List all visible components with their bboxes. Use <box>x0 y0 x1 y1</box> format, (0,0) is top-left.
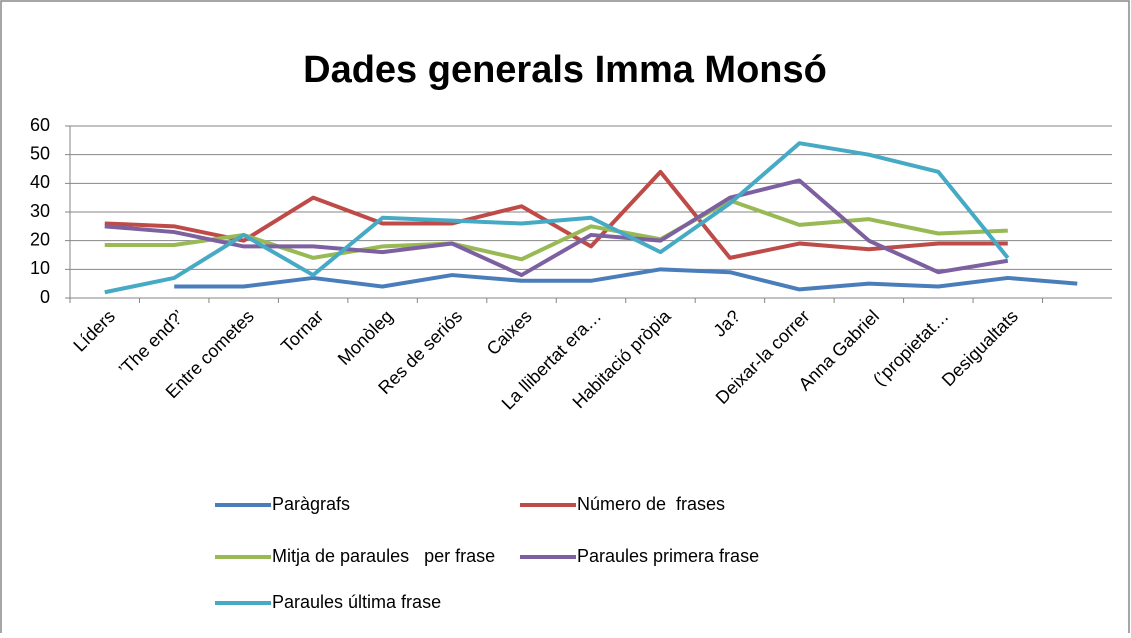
y-tick-label: 40 <box>30 172 50 192</box>
legend-label: Paraules última frase <box>272 592 441 612</box>
y-tick-label: 30 <box>30 201 50 221</box>
series-line <box>104 141 1010 295</box>
legend-label: Paraules primera frase <box>577 546 759 566</box>
y-tick-label: 60 <box>30 115 50 135</box>
series-line <box>104 178 1009 278</box>
legend-label: Número de frases <box>577 494 725 514</box>
y-tick-label: 10 <box>30 258 50 278</box>
series-line <box>174 267 1078 292</box>
y-tick-label: 50 <box>30 143 50 163</box>
legend-label: Mitja de paraules per frase <box>272 546 495 566</box>
y-tick-label: 0 <box>40 287 50 307</box>
series-line <box>104 169 1008 260</box>
legend-label: Paràgrafs <box>272 494 350 514</box>
series-line <box>104 198 1008 262</box>
chart-title: Dades generals Imma Monsó <box>303 49 827 91</box>
y-tick-label: 20 <box>30 229 50 249</box>
